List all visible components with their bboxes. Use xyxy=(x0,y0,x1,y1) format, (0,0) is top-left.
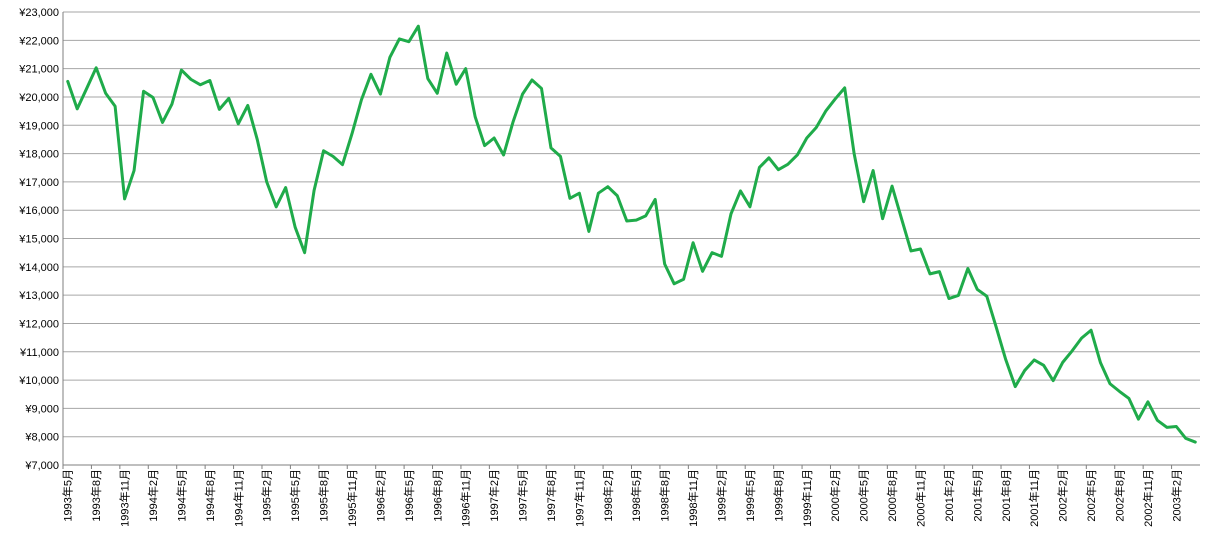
x-tick-label: 1997年8月 xyxy=(544,469,558,522)
x-tick-label: 1997年11月 xyxy=(572,469,586,527)
x-tick-label: 2000年8月 xyxy=(885,469,899,522)
x-axis-tick-labels: 1993年5月 1993年8月 1993年11月 1994年2月 1994年5月 1994… xyxy=(61,469,1184,527)
x-tick-label: 1995年2月 xyxy=(260,469,274,522)
y-axis-tick-labels: ¥7,000 ¥8,000 ¥9,000 ¥10,000 ¥11,000 ¥12,000 ¥… xyxy=(18,7,59,472)
y-tick-label: ¥17,000 xyxy=(18,177,59,189)
x-tick-label: 1998年2月 xyxy=(601,469,615,522)
x-tick-label: 1994年8月 xyxy=(203,469,217,522)
x-tick-label: 2002年5月 xyxy=(1084,469,1098,522)
x-tick-label: 1998年8月 xyxy=(658,469,672,522)
x-tick-label: 1998年11月 xyxy=(686,469,700,527)
x-tick-label: 1996年8月 xyxy=(430,469,444,522)
x-tick-label: 2002年8月 xyxy=(1112,469,1126,522)
y-tick-label: ¥20,000 xyxy=(18,92,59,104)
y-tick-label: ¥18,000 xyxy=(18,149,59,161)
x-tick-label: 1997年5月 xyxy=(516,469,530,522)
y-tick-label: ¥12,000 xyxy=(18,318,59,330)
series-line xyxy=(66,24,1197,444)
x-tick-label: 2002年2月 xyxy=(1056,469,1070,522)
x-tick-label: 1998年5月 xyxy=(629,469,643,522)
x-tick-label: 1993年5月 xyxy=(61,469,75,522)
y-tick-label: ¥10,000 xyxy=(18,375,59,387)
x-tick-label: 1997年2月 xyxy=(487,469,501,522)
axes xyxy=(62,12,1200,469)
x-tick-label: 1995年5月 xyxy=(288,469,302,522)
x-tick-label: 1993年8月 xyxy=(89,469,103,522)
x-tick-label: 1994年5月 xyxy=(174,469,188,522)
y-tick-label: ¥8,000 xyxy=(24,432,59,444)
x-tick-label: 2002年11月 xyxy=(1141,469,1155,527)
gridlines xyxy=(63,11,1200,438)
x-tick-label: 2003年2月 xyxy=(1169,469,1183,522)
x-tick-label: 1996年11月 xyxy=(459,469,473,527)
x-tick-label: 1995年11月 xyxy=(345,469,359,527)
y-tick-label: ¥13,000 xyxy=(18,290,59,302)
x-tick-label: 1994年11月 xyxy=(231,469,245,527)
x-tick-label: 1999年8月 xyxy=(771,469,785,522)
x-tick-label: 2001年8月 xyxy=(999,469,1013,522)
series xyxy=(66,24,1197,444)
x-tick-label: 2000年2月 xyxy=(828,469,842,522)
x-tick-label: 1995年8月 xyxy=(317,469,331,522)
x-tick-label: 2001年11月 xyxy=(1027,469,1041,527)
x-tick-label: 1993年11月 xyxy=(118,469,132,527)
y-tick-label: ¥16,000 xyxy=(18,205,59,217)
y-tick-label: ¥9,000 xyxy=(24,403,59,415)
x-tick-label: 1999年11月 xyxy=(800,469,814,527)
x-tick-label: 2000年5月 xyxy=(857,469,871,522)
x-tick-label: 1996年2月 xyxy=(373,469,387,522)
y-tick-label: ¥14,000 xyxy=(18,262,59,274)
x-tick-label: 1999年5月 xyxy=(743,469,757,522)
y-tick-label: ¥23,000 xyxy=(18,7,59,19)
y-tick-label: ¥21,000 xyxy=(18,64,59,76)
y-tick-label: ¥19,000 xyxy=(18,120,59,132)
y-tick-label: ¥7,000 xyxy=(24,460,59,472)
y-tick-label: ¥11,000 xyxy=(19,347,59,359)
y-tick-label: ¥22,000 xyxy=(18,35,59,47)
x-tick-label: 1996年5月 xyxy=(402,469,416,522)
x-tick-label: 1994年2月 xyxy=(146,469,160,522)
y-tick-label: ¥15,000 xyxy=(18,234,59,246)
x-tick-label: 1999年2月 xyxy=(715,469,729,522)
x-tick-label: 2001年2月 xyxy=(942,469,956,522)
x-tick-label: 2000年11月 xyxy=(913,469,927,527)
x-tick-label: 2001年5月 xyxy=(970,469,984,522)
